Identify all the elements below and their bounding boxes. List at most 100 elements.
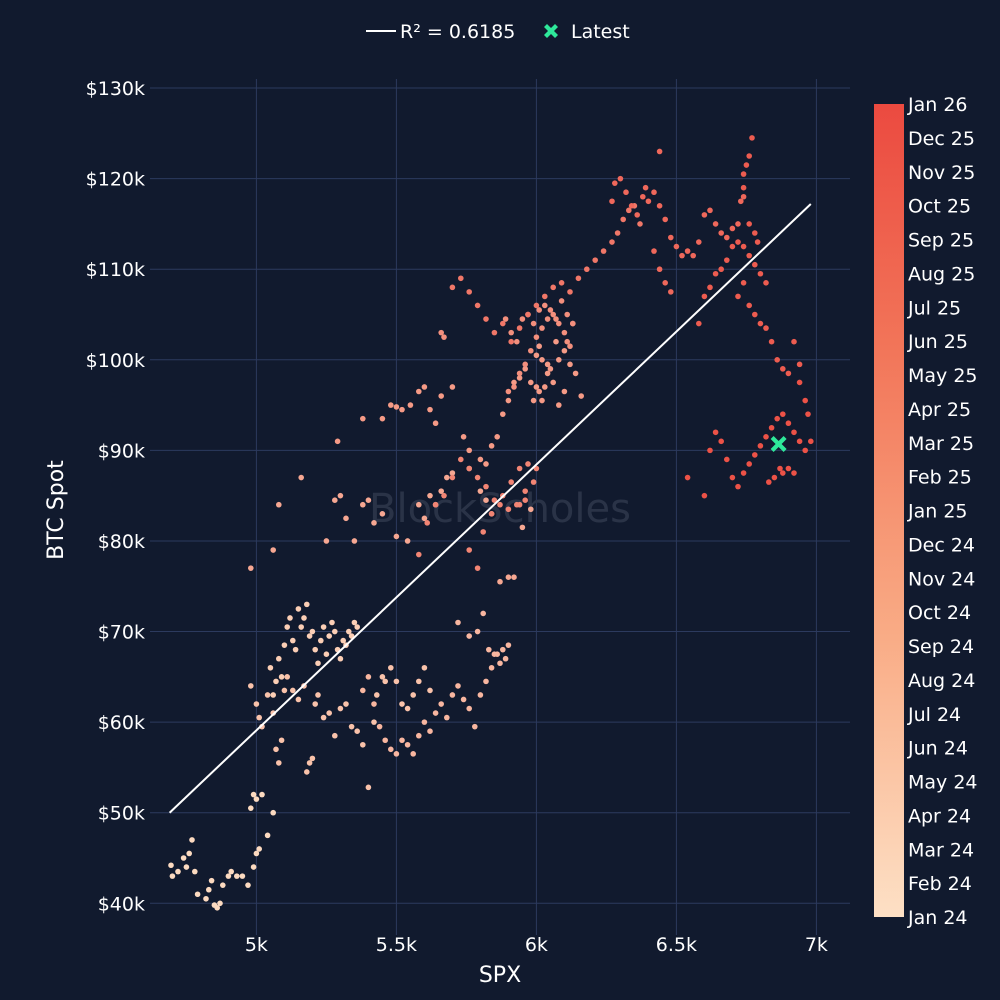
y-tick-label: $70k bbox=[98, 622, 145, 644]
data-point bbox=[477, 692, 484, 698]
data-point bbox=[609, 198, 615, 205]
data-point bbox=[354, 624, 361, 630]
data-point bbox=[276, 655, 282, 662]
data-point bbox=[250, 791, 257, 798]
data-point bbox=[365, 784, 372, 791]
data-point bbox=[556, 320, 562, 327]
data-point bbox=[662, 280, 668, 286]
data-point bbox=[679, 252, 685, 259]
data-point bbox=[612, 180, 618, 186]
colorbar-tick-label: Aug 25 bbox=[908, 263, 975, 285]
data-point bbox=[248, 565, 254, 571]
data-point bbox=[530, 320, 537, 327]
data-point bbox=[707, 284, 713, 291]
data-point bbox=[253, 796, 260, 802]
data-point bbox=[729, 243, 736, 250]
data-point bbox=[404, 538, 411, 544]
data-point bbox=[533, 352, 540, 359]
data-point bbox=[183, 864, 190, 870]
data-point bbox=[348, 723, 355, 730]
data-point bbox=[600, 248, 607, 254]
data-point bbox=[519, 316, 526, 322]
x-tick-labels: 5k 5.5k 6k 6.5k 7k bbox=[245, 934, 828, 956]
data-point bbox=[701, 492, 708, 499]
data-point bbox=[295, 696, 302, 703]
data-point bbox=[427, 728, 433, 734]
data-point bbox=[460, 433, 467, 440]
data-point bbox=[561, 347, 568, 354]
data-point bbox=[740, 193, 747, 200]
colorbar-tick-label: Mar 25 bbox=[908, 433, 974, 455]
data-point bbox=[516, 465, 523, 472]
data-point bbox=[746, 252, 752, 259]
data-point bbox=[724, 456, 730, 463]
data-point bbox=[228, 868, 234, 875]
data-point bbox=[458, 456, 464, 463]
data-point bbox=[432, 710, 439, 716]
y-axis-title: BTC Spot bbox=[44, 460, 69, 560]
data-point bbox=[281, 642, 288, 648]
colorbar-tick-label: Apr 25 bbox=[908, 399, 971, 421]
data-point bbox=[550, 311, 556, 318]
data-point bbox=[556, 402, 562, 408]
data-point bbox=[796, 438, 803, 445]
data-point bbox=[175, 868, 181, 875]
data-point bbox=[337, 492, 344, 499]
data-point bbox=[421, 664, 428, 671]
data-point bbox=[169, 873, 176, 879]
data-point bbox=[505, 388, 512, 395]
data-point bbox=[763, 433, 769, 440]
data-point bbox=[376, 723, 383, 730]
data-point bbox=[264, 832, 271, 839]
data-point bbox=[740, 184, 747, 191]
data-point bbox=[791, 429, 797, 436]
data-point bbox=[340, 637, 347, 644]
data-point bbox=[609, 239, 615, 245]
data-point bbox=[564, 311, 570, 318]
data-point bbox=[808, 438, 814, 445]
data-point bbox=[180, 855, 187, 861]
data-point bbox=[416, 501, 422, 508]
data-point bbox=[466, 447, 473, 454]
data-point bbox=[270, 692, 277, 698]
data-point bbox=[354, 728, 361, 734]
data-point bbox=[617, 175, 624, 182]
x-tick-label: 7k bbox=[805, 934, 828, 956]
latest-marker[interactable] bbox=[770, 436, 787, 453]
data-point bbox=[561, 329, 568, 336]
data-point bbox=[516, 375, 523, 381]
data-point bbox=[768, 338, 775, 345]
data-point bbox=[707, 207, 713, 214]
data-point bbox=[441, 334, 447, 340]
y-tick-label: $130k bbox=[86, 78, 145, 100]
legend[interactable]: R² = 0.6185 Latest bbox=[366, 21, 630, 43]
data-point bbox=[757, 443, 764, 449]
data-point bbox=[203, 895, 209, 902]
data-point bbox=[516, 370, 523, 377]
data-point bbox=[530, 397, 537, 404]
data-point bbox=[528, 506, 534, 513]
data-point bbox=[320, 714, 327, 721]
data-point bbox=[780, 366, 786, 372]
data-point bbox=[656, 148, 663, 155]
data-point bbox=[483, 316, 489, 322]
data-point bbox=[337, 705, 344, 712]
data-point bbox=[735, 293, 741, 300]
data-point bbox=[752, 452, 758, 458]
data-point bbox=[735, 239, 741, 245]
data-point bbox=[360, 501, 366, 508]
data-point bbox=[628, 203, 635, 209]
data-point bbox=[768, 424, 775, 431]
data-point bbox=[547, 307, 554, 313]
colorbar-tick-label: Apr 24 bbox=[908, 805, 971, 827]
data-point bbox=[474, 302, 481, 309]
data-point bbox=[267, 664, 274, 671]
data-point bbox=[522, 361, 528, 368]
data-point bbox=[746, 221, 752, 227]
data-point bbox=[505, 397, 512, 404]
data-point bbox=[360, 741, 366, 748]
data-point bbox=[491, 329, 498, 336]
data-point bbox=[474, 628, 481, 635]
data-point bbox=[746, 461, 752, 467]
data-point bbox=[379, 674, 386, 680]
